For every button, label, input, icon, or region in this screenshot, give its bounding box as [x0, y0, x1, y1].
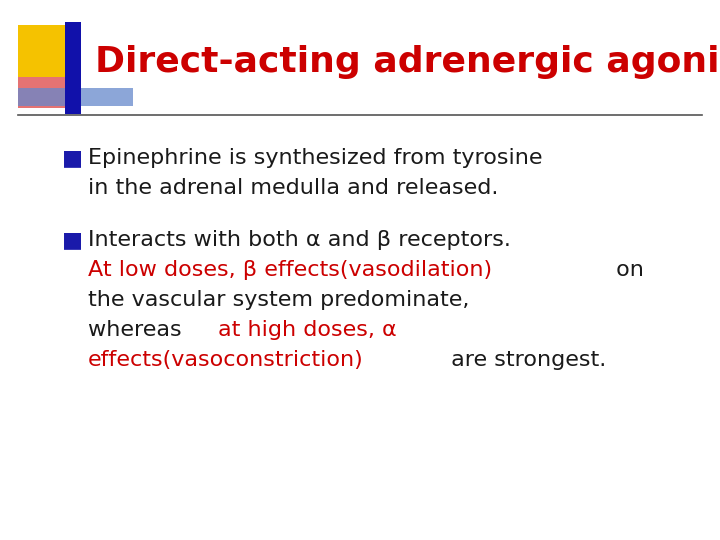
Bar [18, 88, 133, 106]
Text: the vascular system predominate,: the vascular system predominate, [88, 290, 469, 310]
Text: ■: ■ [62, 230, 83, 250]
Text: in the adrenal medulla and released.: in the adrenal medulla and released. [88, 178, 498, 198]
Text: Interacts with both α and β receptors.: Interacts with both α and β receptors. [88, 230, 511, 250]
Text: Direct-acting adrenergic agonists: Direct-acting adrenergic agonists [95, 45, 720, 79]
Text: are strongest.: are strongest. [444, 350, 606, 370]
Text: At low doses, β effects(vasodilation): At low doses, β effects(vasodilation) [88, 260, 492, 280]
Text: whereas: whereas [88, 320, 189, 340]
Text: on: on [609, 260, 644, 280]
Text: at high doses, α: at high doses, α [218, 320, 397, 340]
Bar [18, 25, 73, 77]
Text: Epinephrine is synthesized from tyrosine: Epinephrine is synthesized from tyrosine [88, 148, 542, 168]
Text: effects(vasoconstriction): effects(vasoconstriction) [88, 350, 364, 370]
Bar [18, 58, 68, 108]
Bar [65, 22, 81, 114]
Text: ■: ■ [62, 148, 83, 168]
